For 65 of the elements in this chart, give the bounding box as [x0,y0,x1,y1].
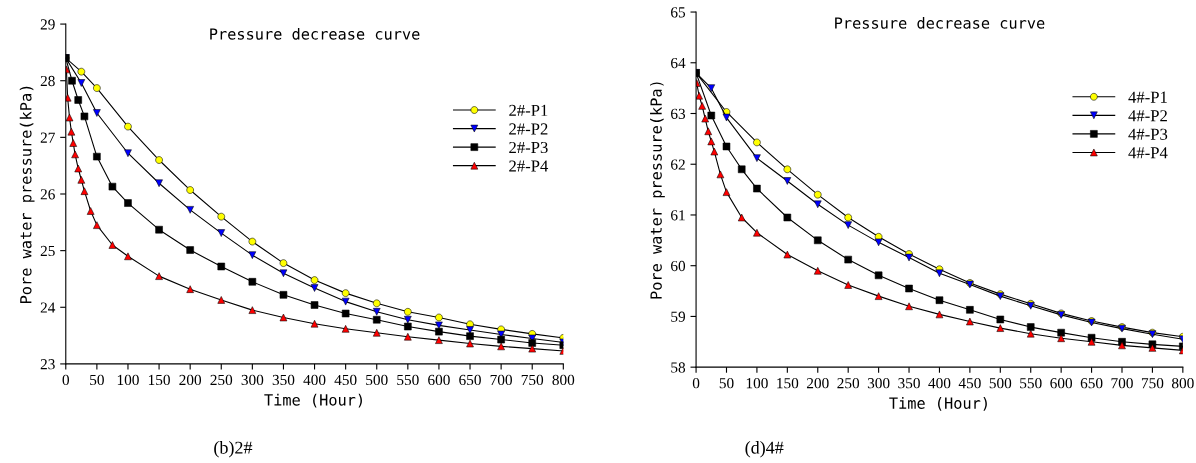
x-tick-label: 150 [777,378,799,389]
y-tick-label: 58 [671,362,686,373]
x-tick-label: 250 [210,374,233,386]
text: (b)2# [214,441,253,458]
x-tick-label: 0 [692,378,700,389]
x-tick-label: 550 [397,374,419,386]
x-tick-label: 650 [1080,378,1103,389]
legend-label: 4#-P4 [1128,147,1168,159]
x-axis-title: Time (Hour) [889,397,987,411]
y-axis-title: Pore water pressure(kPa) [650,82,665,299]
chart-title: Pressure decrease curve [210,27,420,40]
y-tick-label: 59 [671,311,686,322]
x-tick-label: 300 [241,374,264,386]
legend-label: 4#-P1 [1128,91,1167,103]
y-tick-label: 29 [40,19,55,30]
legend-label: 2#-P3 [509,141,548,154]
x-tick-label: 400 [928,378,951,389]
y-tick-label: 61 [671,210,685,221]
y-tick-label: 64 [671,57,686,69]
x-tick-label: 750 [1141,378,1164,389]
x-tick-label: 600 [1050,378,1073,389]
chart-title: Pressure decrease curve [835,16,1045,29]
y-tick-label: 23 [40,359,55,370]
y-tick-label: 28 [40,75,55,87]
x-tick-label: 500 [366,374,388,386]
text: (d)4# [745,441,784,458]
x-tick-label: 200 [806,378,829,389]
x-tick-label: 700 [490,374,512,386]
y-tick-label: 25 [40,245,55,257]
x-tick-label: 150 [148,374,170,386]
legend-label: 2#-P4 [509,160,549,172]
y-tick-label: 24 [40,302,56,313]
x-tick-label: 800 [552,374,575,386]
x-tick-label: 600 [428,374,450,386]
x-tick-label: 250 [837,378,860,389]
x-tick-label: 500 [989,378,1012,389]
x-tick-label: 50 [90,374,104,386]
y-tick-label: 65 [671,7,686,18]
x-axis-title: Time (Hour) [264,393,362,408]
x-tick-label: 750 [521,374,544,386]
x-tick-label: 700 [1111,378,1133,389]
y-tick-label: 63 [671,108,686,119]
x-tick-label: 450 [958,378,981,389]
x-tick-label: 300 [867,378,890,389]
x-tick-label: 450 [334,374,357,386]
x-tick-label: 800 [1171,378,1194,389]
x-tick-label: 350 [272,374,295,386]
y-tick-label: 26 [40,189,55,200]
x-tick-label: 350 [898,378,920,389]
x-tick-label: 100 [117,374,139,386]
y-axis-title: Pore water pressure(kPa) [19,86,35,303]
legend-label: 4#-P2 [1128,110,1167,122]
x-tick-label: 100 [746,378,768,389]
x-tick-label: 50 [719,378,734,389]
x-tick-label: 200 [179,374,202,386]
legend-label: 2#-P1 [509,104,548,116]
x-tick-label: 550 [1020,378,1042,389]
y-tick-label: 62 [671,159,685,170]
y-tick-label: 60 [671,260,686,272]
x-tick-label: 650 [459,374,481,386]
x-tick-label: 0 [62,374,70,386]
y-tick-label: 27 [40,132,55,143]
legend-label: 4#-P3 [1128,128,1168,140]
x-tick-label: 400 [303,374,326,386]
legend-label: 2#-P2 [509,123,548,135]
